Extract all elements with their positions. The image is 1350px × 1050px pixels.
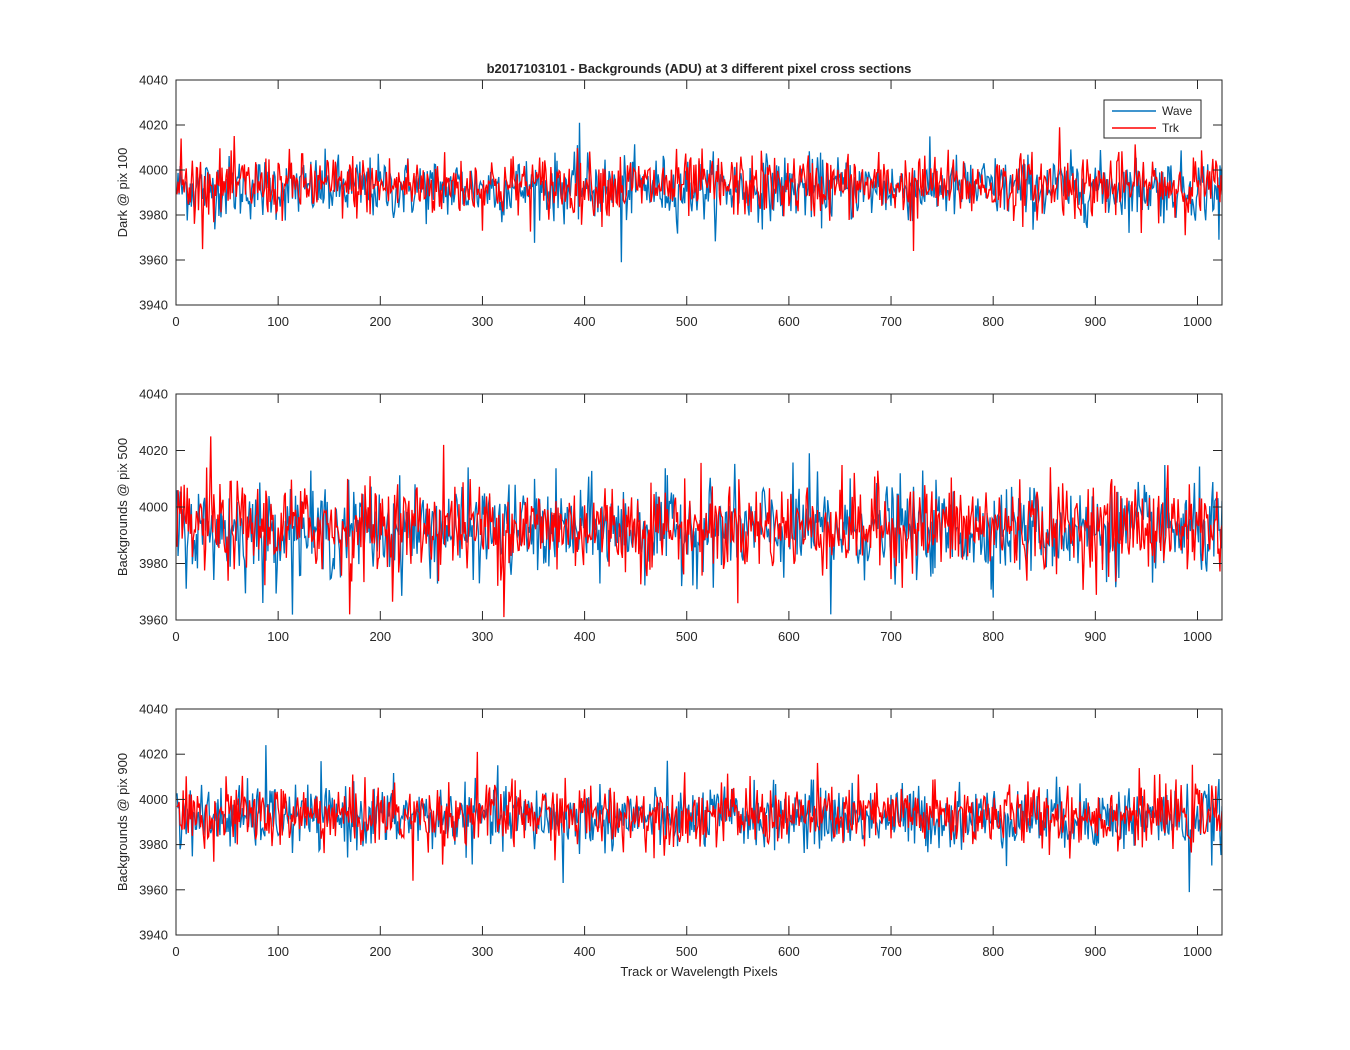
x-tick-label: 700 [880,314,902,329]
y-tick-label: 4000 [139,792,168,807]
axes-box [175,708,1223,936]
x-tick-label: 700 [880,944,902,959]
y-tick-label: 3940 [139,298,168,313]
y-tick-label: 3980 [139,837,168,852]
x-tick-label: 500 [676,314,698,329]
x-tick-label: 900 [1084,314,1106,329]
x-tick-label: 700 [880,629,902,644]
x-tick-label: 200 [369,944,391,959]
x-tick-label: 300 [472,944,494,959]
x-tick-label: 800 [982,629,1004,644]
axes-layer: 0 100 200 300 400 500 600 700 800 900 100039403960… [115,73,1223,959]
x-tick-label: 600 [778,629,800,644]
legend: Wave Trk [1103,99,1202,139]
y-tick-label: 3980 [139,556,168,571]
y-tick-label: 4040 [139,73,168,88]
y-tick-label: 4040 [139,387,168,402]
y-axis-label: Backgrounds @ pix 500 [115,438,130,576]
x-tick-label: 500 [676,629,698,644]
plot-area [176,394,1222,620]
legend-label-trk: Trk [1162,121,1180,135]
y-tick-label: 3960 [139,613,168,628]
y-tick-label: 3960 [139,882,168,897]
y-tick-label: 3940 [139,928,168,943]
legend-label-wave: Wave [1162,104,1193,118]
x-tick-label: 600 [778,314,800,329]
x-tick-label: 200 [369,629,391,644]
axes-box [175,79,1223,306]
x-axis-label: Track or Wavelength Pixels [620,964,778,979]
x-tick-label: 400 [574,944,596,959]
x-tick-label: 800 [982,314,1004,329]
x-tick-label: 900 [1084,944,1106,959]
subplot-1: 0 100 200 300 400 500 600 700 800 900 1000 3940 3960… [115,73,1223,329]
y-tick-label: 4020 [139,118,168,133]
x-tick-label: 100 [267,629,289,644]
y-tick-label: 4040 [139,702,168,717]
x-tick-label: 0 [172,314,179,329]
x-tick-label: 0 [172,629,179,644]
y-tick-label: 4020 [139,443,168,458]
series-line-trk [176,436,1222,618]
x-tick-label: 300 [472,314,494,329]
subplot-3: 0 100 200 300 400 500 600 700 800 900 1000 3940 3960… [115,702,1223,959]
x-tick-label: 600 [778,944,800,959]
series-line-trk [176,127,1222,252]
x-tick-label: 200 [369,314,391,329]
y-tick-label: 3980 [139,208,168,223]
x-tick-label: 1000 [1183,314,1212,329]
y-tick-label: 4020 [139,747,168,762]
x-tick-label: 0 [172,944,179,959]
x-tick-label: 1000 [1183,944,1212,959]
y-tick-label: 4000 [139,500,168,515]
x-tick-label: 900 [1084,629,1106,644]
y-axis-label: Backgrounds @ pix 900 [115,753,130,891]
x-tick-label: 400 [574,629,596,644]
series-line-trk [176,751,1222,881]
x-tick-label: 1000 [1183,629,1212,644]
y-tick-label: 4000 [139,163,168,178]
legend-box [1103,99,1202,139]
y-tick-label: 3960 [139,253,168,268]
x-tick-label: 100 [267,944,289,959]
x-tick-label: 100 [267,314,289,329]
x-tick-label: 300 [472,629,494,644]
x-tick-label: 500 [676,944,698,959]
subplot-2: 0 100 200 300 400 500 600 700 800 900 1000 3960 3980… [115,387,1223,644]
x-tick-label: 800 [982,944,1004,959]
figure-title: b2017103101 - Backgrounds (ADU) at 3 dif… [487,61,912,76]
y-axis-label: Dark @ pix 100 [115,148,130,238]
x-tick-label: 400 [574,314,596,329]
